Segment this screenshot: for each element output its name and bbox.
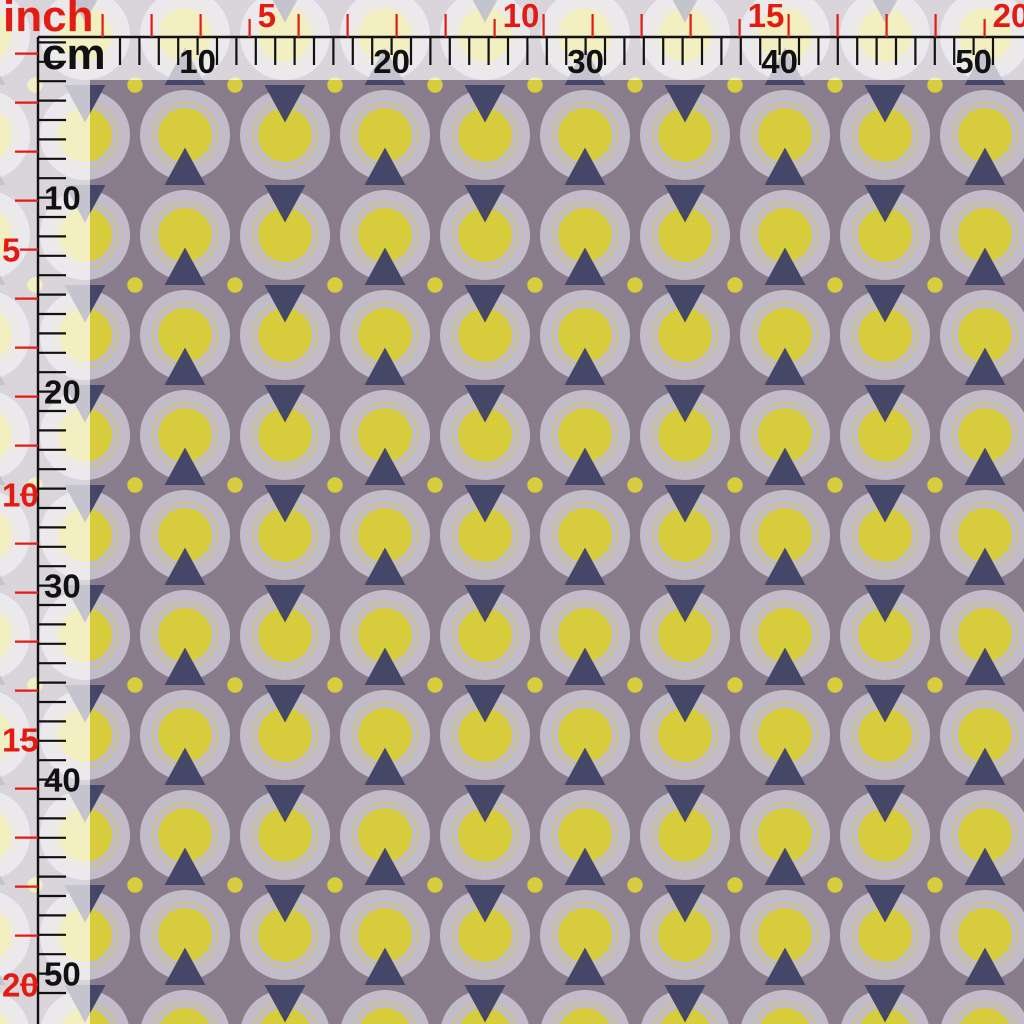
svg-text:20: 20: [373, 43, 410, 80]
svg-text:10: 10: [2, 477, 39, 514]
svg-text:30: 30: [567, 43, 604, 80]
svg-text:10: 10: [503, 0, 540, 34]
svg-text:5: 5: [2, 232, 20, 269]
svg-text:50: 50: [44, 956, 81, 993]
svg-text:50: 50: [955, 43, 992, 80]
svg-text:40: 40: [44, 762, 81, 799]
svg-text:40: 40: [761, 43, 798, 80]
svg-text:10: 10: [179, 43, 216, 80]
svg-text:10: 10: [44, 180, 81, 217]
svg-text:15: 15: [2, 722, 39, 759]
svg-text:20: 20: [44, 374, 81, 411]
svg-text:5: 5: [258, 0, 276, 34]
svg-text:20: 20: [993, 0, 1024, 34]
svg-text:15: 15: [748, 0, 785, 34]
svg-text:cm: cm: [42, 30, 106, 79]
svg-text:20: 20: [2, 967, 39, 1004]
svg-text:30: 30: [44, 568, 81, 605]
